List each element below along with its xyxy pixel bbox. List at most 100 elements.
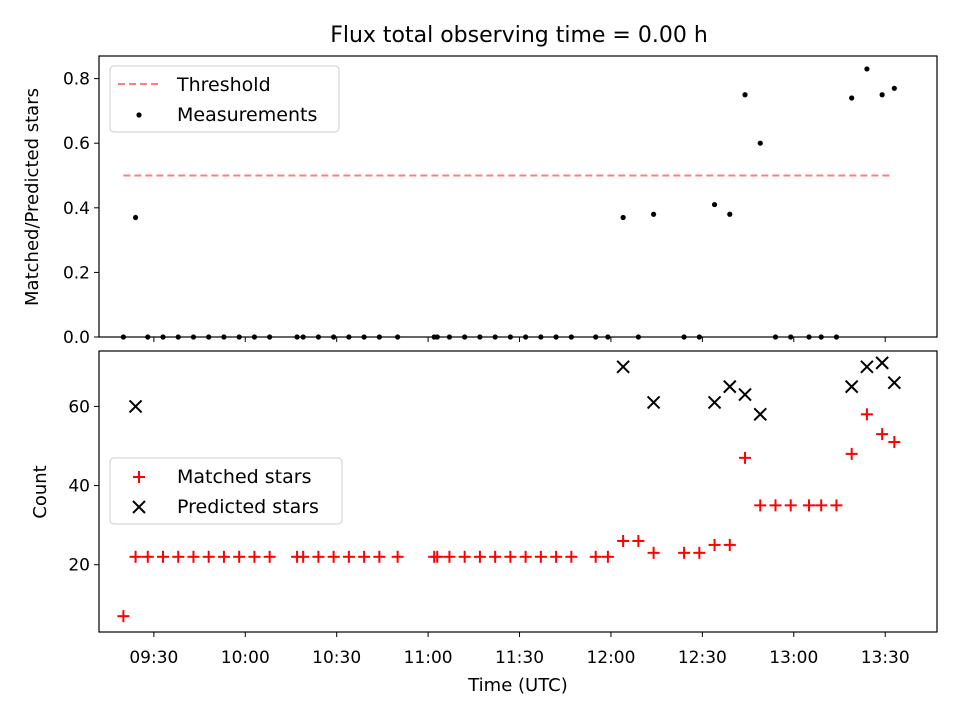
measurement-point [711,201,718,208]
top-panel: 0.00.20.40.60.8 Matched/Predicted stars … [22,55,938,348]
matched-star-point [617,534,630,547]
measurement-point [651,211,657,217]
top-x-ticks [153,337,886,342]
bottom-y-axis-label: Count [30,465,51,518]
matched-star-point [504,550,517,563]
matched-star-point [845,447,858,460]
matched-star-point [187,550,200,563]
matched-star-point [589,550,602,563]
top-axes-frame [98,55,938,338]
bottom-x-tick-label: 10:30 [312,648,361,668]
bottom-y-tick-label: 40 [68,477,90,497]
matched-star-point [373,550,386,563]
matched-star-point [830,499,843,512]
top-y-tick-label: 0.2 [63,263,90,283]
measurement-point [757,140,763,146]
matched-star-point [678,546,691,559]
legend-predicted-marker [132,500,146,514]
matched-star-point [550,550,563,563]
bottom-x-axis-label: Time (UTC) [467,675,568,696]
legend-threshold-label: Threshold [176,74,271,96]
measurement-point [864,66,870,72]
matched-star-point [443,550,456,563]
chart-title: Flux total observing time = 0.00 h [330,23,708,48]
bottom-x-tick-label: 11:30 [495,648,544,668]
matched-star-point [342,550,355,563]
legend-matched-label: Matched stars [177,466,311,488]
matched-star-point [172,550,185,563]
matched-star-point [391,550,404,563]
bottom-x-tick-label: 12:30 [678,648,727,668]
measurement-point [727,211,733,217]
legend-predicted-label: Predicted stars [177,496,319,518]
matched-star-point [129,550,142,563]
top-legend: Threshold Measurements [109,65,340,133]
bottom-y-tick-label: 60 [68,397,90,417]
matched-star-point [519,550,532,563]
top-y-tick-label: 0.0 [63,328,90,348]
bottom-x-tick-label: 13:30 [861,648,910,668]
top-legend-box [109,65,340,133]
matched-star-point [784,499,797,512]
matched-star-point [202,550,215,563]
matched-star-point [217,550,230,563]
matched-star-point [156,550,169,563]
matched-star-point [327,550,340,563]
bottom-legend: Matched stars Predicted stars [109,457,343,525]
matched-star-point [860,408,873,421]
matched-star-point [141,550,154,563]
predicted-star-point [887,375,902,390]
measurement-point [132,214,139,221]
bottom-x-tick-label: 12:00 [586,648,635,668]
matched-star-point [233,550,246,563]
matched-star-point [534,550,547,563]
bottom-legend-box [109,457,343,525]
matched-star-point [358,550,371,563]
legend-matched-marker [133,471,145,483]
predicted-star-point [753,407,767,422]
top-y-tick-label: 0.6 [63,134,90,154]
matched-star-point [769,499,782,512]
legend-measurements-label: Measurements [177,104,317,126]
matched-star-point [888,436,901,449]
predicted-star-point [875,356,889,370]
matched-star-point [693,546,706,559]
matched-star-point [248,550,261,563]
matched-star-point [632,534,645,547]
bottom-x-ticks: 09:30 10:00 10:30 11:00 11:30 12:00 12:30 13:00… [129,632,910,668]
matched-star-point [431,550,444,563]
matched-star-point [473,550,486,563]
matched-star-point [754,499,767,512]
matched-star-point [815,499,828,512]
bottom-x-tick-label: 13:00 [769,648,818,668]
bottom-x-tick-label: 10:00 [221,648,270,668]
predicted-star-point [128,399,143,414]
bottom-y-tick-label: 20 [68,556,90,576]
measurement-point [891,85,897,91]
matched-star-point [263,550,276,563]
matched-star-point [117,610,130,623]
matched-star-point [876,428,889,441]
top-y-tick-label: 0.4 [63,199,90,219]
predicted-star-point [707,395,722,410]
matched-star-point [708,538,721,551]
matched-star-point [489,550,502,563]
predicted-star-point [738,387,752,402]
measurement-point [742,92,748,98]
matched-star-point [312,550,325,563]
top-y-tick-label: 0.8 [63,70,90,90]
bottom-x-tick-label: 09:30 [129,648,178,668]
bottom-x-tick-label: 11:00 [404,648,453,668]
matched-star-point [723,538,736,551]
predicted-star-point [844,379,859,394]
top-y-axis-label: Matched/Predicted stars [22,88,43,306]
predicted-star-point [860,360,874,374]
matched-star-point [565,550,578,563]
bottom-panel: 20 40 60 09:30 10:00 10:30 11:00 11:30 12:00 12:… [30,350,938,696]
bottom-axes-frame [98,350,938,633]
matched-star-point [601,550,614,563]
measurement-point [620,214,626,221]
legend-measurements-marker [136,112,142,118]
matched-star-point [458,550,471,563]
